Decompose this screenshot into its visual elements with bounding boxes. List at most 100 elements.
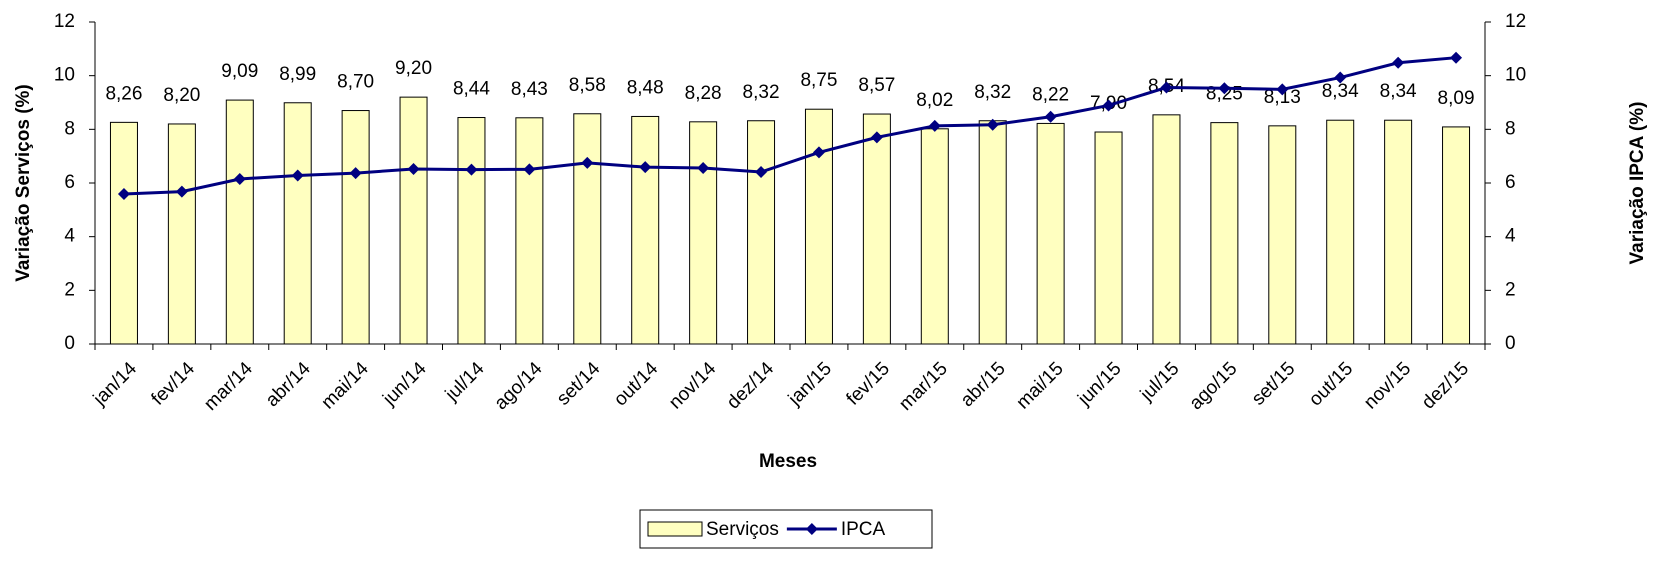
bar [1326, 119, 1355, 345]
bar [804, 108, 833, 345]
x-axis-title: Meses [759, 451, 817, 472]
value-label: 8,28 [685, 83, 722, 104]
marker [755, 165, 768, 178]
bar [1094, 131, 1123, 345]
marker [1102, 99, 1115, 112]
bar [978, 120, 1007, 345]
marker [175, 185, 188, 198]
bar [225, 99, 254, 345]
bar [109, 121, 138, 345]
value-label: 8,34 [1322, 81, 1359, 102]
marker [291, 169, 304, 182]
marker [465, 163, 478, 176]
x-tick-label: mar/14 [200, 358, 257, 415]
marker [1334, 71, 1347, 84]
marker [233, 172, 246, 185]
bar [862, 113, 891, 345]
marker [349, 167, 362, 180]
value-label: 8,09 [1438, 88, 1475, 109]
y-tick-label: 0 [64, 333, 75, 354]
x-tick-label: ago/15 [1186, 358, 1242, 414]
value-label: 8,32 [974, 82, 1011, 103]
marker [812, 146, 825, 159]
y-tick-label: 6 [64, 172, 75, 193]
value-label: 8,44 [453, 79, 490, 100]
value-label: 8,20 [163, 85, 200, 106]
marker [1450, 51, 1463, 64]
legend-box [639, 509, 933, 549]
value-label: 9,20 [395, 58, 432, 79]
marker [928, 119, 941, 132]
y-tick-label: 12 [54, 11, 75, 32]
x-tick-label: jun/14 [378, 358, 430, 410]
bar [1036, 122, 1065, 345]
x-tick-label: nov/14 [665, 358, 720, 413]
x-tick-label: jul/15 [1136, 358, 1184, 406]
bar [399, 96, 428, 345]
value-label: 8,13 [1264, 87, 1301, 108]
value-label: 8,58 [569, 75, 606, 96]
x-tick-label: jan/14 [89, 358, 141, 410]
value-label: 8,99 [279, 64, 316, 85]
marker [1276, 83, 1289, 96]
x-tick-label: out/14 [610, 358, 663, 411]
bar [457, 117, 486, 345]
value-label: 8,57 [858, 75, 895, 96]
marker [581, 156, 594, 169]
value-label: 9,09 [221, 61, 258, 82]
x-tick-label: fev/15 [843, 358, 894, 409]
x-tick-label: nov/15 [1360, 358, 1415, 413]
bar [515, 117, 544, 345]
marker [523, 163, 536, 176]
bar [1384, 119, 1413, 345]
y2-tick-label: 12 [1505, 11, 1526, 32]
y-axis-title: Variação Serviços (%) [13, 84, 34, 282]
value-label: 8,02 [916, 90, 953, 111]
y-tick-label: 10 [54, 65, 75, 86]
value-label: 8,43 [511, 79, 548, 100]
bar [631, 115, 660, 345]
x-tick-label: mar/15 [895, 358, 952, 415]
x-tick-label: dez/14 [723, 358, 778, 413]
marker [1218, 82, 1231, 95]
line [123, 56, 1457, 196]
bar [1152, 114, 1181, 345]
bar [747, 120, 776, 345]
value-label: 8,70 [337, 72, 374, 93]
y-tick-label: 2 [64, 279, 75, 300]
y-tick-label: 8 [64, 118, 75, 139]
marker [1392, 56, 1405, 69]
value-label: 8,22 [1032, 84, 1069, 105]
y2-tick-label: 4 [1505, 226, 1516, 247]
x-tick-label: set/14 [553, 358, 605, 410]
legend-label: Serviços [706, 519, 779, 540]
bar [920, 128, 949, 345]
bar [341, 110, 370, 345]
y2-tick-label: 10 [1505, 65, 1526, 86]
x-tick-label: jul/14 [441, 358, 489, 406]
bar [1210, 122, 1239, 345]
y2-tick-label: 2 [1505, 279, 1516, 300]
bar [1268, 125, 1297, 345]
marker [117, 188, 130, 201]
bar [167, 123, 196, 345]
x-tick-label: abr/15 [957, 358, 1010, 411]
y2-tick-label: 0 [1505, 333, 1516, 354]
marker [1160, 81, 1173, 94]
bar [283, 102, 312, 345]
x-tick-label: mai/15 [1013, 358, 1068, 413]
y2-tick-label: 8 [1505, 118, 1516, 139]
x-tick-label: ago/14 [491, 358, 547, 414]
x-tick-label: out/15 [1305, 358, 1357, 410]
x-tick-label: mai/14 [318, 358, 373, 413]
bar [1442, 126, 1471, 345]
value-label: 8,26 [105, 83, 142, 104]
marker [697, 161, 710, 174]
marker [407, 163, 420, 176]
marker [986, 118, 999, 131]
x-tick-label: abr/14 [262, 358, 315, 411]
marker [870, 131, 883, 144]
value-label: 8,75 [800, 70, 837, 91]
y2-axis-title: Variação IPCA (%) [1627, 102, 1648, 265]
